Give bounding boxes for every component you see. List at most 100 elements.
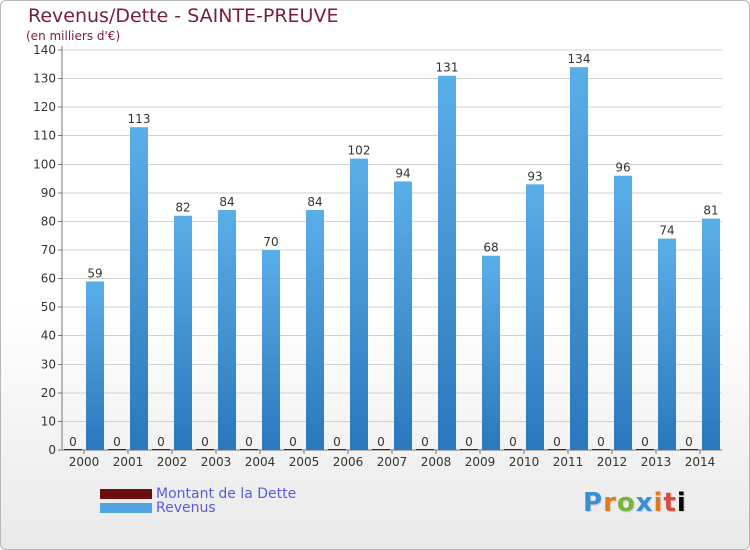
y-tick-label: 70 xyxy=(41,243,56,257)
x-tick-label: 2005 xyxy=(289,455,320,469)
data-label-revenus: 74 xyxy=(659,224,674,238)
bars xyxy=(64,67,720,451)
y-tick-label: 120 xyxy=(33,100,56,114)
data-label-revenus: 84 xyxy=(307,195,322,209)
data-label-dette: 0 xyxy=(641,435,649,449)
y-tick-label: 80 xyxy=(41,214,56,228)
data-label-dette: 0 xyxy=(333,435,341,449)
data-label-revenus: 70 xyxy=(263,235,278,249)
bar-dette-2011 xyxy=(548,449,566,450)
chart-subtitle: (en milliers d'€) xyxy=(26,29,121,43)
bar-dette-2002 xyxy=(152,449,170,450)
data-label-dette: 0 xyxy=(509,435,517,449)
bar-dette-2003 xyxy=(196,449,214,450)
bar-dette-2005 xyxy=(284,449,302,450)
x-tick-label: 2008 xyxy=(421,455,452,469)
legend-label-dette: Montant de la Dette xyxy=(156,486,297,502)
x-tick-label: 2010 xyxy=(509,455,540,469)
data-label-dette: 0 xyxy=(69,435,77,449)
data-label-dette: 0 xyxy=(553,435,561,449)
chart-title: Revenus/Dette - SAINTE-PREUVE xyxy=(28,5,339,27)
data-label-revenus: 59 xyxy=(87,266,102,280)
bar-dette-2012 xyxy=(592,449,610,450)
legend-label-revenus: Revenus xyxy=(156,500,216,516)
data-label-revenus: 81 xyxy=(703,204,718,218)
bar-revenus-2002 xyxy=(174,215,192,450)
x-tick-label: 2011 xyxy=(553,455,584,469)
axes xyxy=(58,46,722,454)
data-label-revenus: 113 xyxy=(128,112,151,126)
bar-revenus-2003 xyxy=(218,210,236,450)
data-label-dette: 0 xyxy=(377,435,385,449)
data-label-revenus: 94 xyxy=(395,166,410,180)
y-tick-label: 30 xyxy=(41,357,56,371)
y-tick-label: 100 xyxy=(33,157,56,171)
x-tick-label: 2012 xyxy=(597,455,628,469)
data-label-revenus: 68 xyxy=(483,241,498,255)
bar-dette-2000 xyxy=(64,449,82,450)
data-label-revenus: 82 xyxy=(175,201,190,215)
grid-lines xyxy=(62,49,722,451)
bar-revenus-2009 xyxy=(482,255,500,450)
bar-dette-2006 xyxy=(328,449,346,450)
data-label-revenus: 93 xyxy=(527,169,542,183)
data-label-dette: 0 xyxy=(685,435,693,449)
x-tick-label: 2009 xyxy=(465,455,496,469)
bar-revenus-2010 xyxy=(526,184,544,451)
bar-revenus-2004 xyxy=(262,250,280,450)
legend-item-revenus: Revenus xyxy=(100,500,216,516)
y-tick-label: 140 xyxy=(33,43,56,57)
x-tick-label: 2002 xyxy=(157,455,188,469)
bar-revenus-2008 xyxy=(438,75,456,450)
x-tick-label: 2001 xyxy=(113,455,144,469)
proxiti-logo: Proxiti xyxy=(583,488,687,518)
y-tick-label: 90 xyxy=(41,186,56,200)
y-tick-label: 60 xyxy=(41,272,56,286)
bar-revenus-2006 xyxy=(350,158,368,451)
data-label-dette: 0 xyxy=(245,435,253,449)
data-label-dette: 0 xyxy=(421,435,429,449)
bar-revenus-2012 xyxy=(614,175,632,450)
legend-item-dette: Montant de la Dette xyxy=(100,486,296,502)
bar-dette-2009 xyxy=(460,449,478,450)
data-label-revenus: 102 xyxy=(348,144,371,158)
bar-dette-2010 xyxy=(504,449,522,450)
data-label-dette: 0 xyxy=(289,435,297,449)
y-tick-label: 40 xyxy=(41,329,56,343)
data-label-revenus: 96 xyxy=(615,161,630,175)
x-tick-label: 2000 xyxy=(69,455,100,469)
y-tick-label: 130 xyxy=(33,72,56,86)
bar-dette-2007 xyxy=(372,449,390,450)
bar-revenus-2011 xyxy=(570,67,588,451)
bar-revenus-2013 xyxy=(658,238,676,450)
bar-dette-2004 xyxy=(240,449,258,450)
x-tick-label: 2003 xyxy=(201,455,232,469)
bar-revenus-2014 xyxy=(702,218,720,450)
data-label-revenus: 134 xyxy=(568,52,591,66)
data-label-dette: 0 xyxy=(113,435,121,449)
x-tick-label: 2007 xyxy=(377,455,408,469)
y-tick-label: 10 xyxy=(41,414,56,428)
legend-swatch-revenus xyxy=(100,503,152,513)
bar-revenus-2007 xyxy=(394,181,412,450)
y-tick-label: 0 xyxy=(48,443,56,457)
data-labels: 0 59 0 113 0 82 0 84 0 70 0 84 0 102 0 94 0 131 0 68 0 93 0 134… xyxy=(69,52,718,449)
y-tick-label: 20 xyxy=(41,386,56,400)
bar-dette-2013 xyxy=(636,449,654,450)
data-label-dette: 0 xyxy=(201,435,209,449)
x-tick-label: 2014 xyxy=(685,455,716,469)
bar-dette-2008 xyxy=(416,449,434,450)
y-tick-label: 110 xyxy=(33,129,56,143)
bar-dette-2001 xyxy=(108,449,126,450)
bar-revenus-2001 xyxy=(130,127,148,451)
legend-swatch-dette xyxy=(100,489,152,499)
x-tick-label: 2004 xyxy=(245,455,276,469)
bar-dette-2014 xyxy=(680,449,698,450)
y-tick-label: 50 xyxy=(41,300,56,314)
bar-revenus-2000 xyxy=(86,281,104,450)
data-label-revenus: 131 xyxy=(436,61,459,75)
data-label-dette: 0 xyxy=(157,435,165,449)
x-tick-label: 2006 xyxy=(333,455,364,469)
